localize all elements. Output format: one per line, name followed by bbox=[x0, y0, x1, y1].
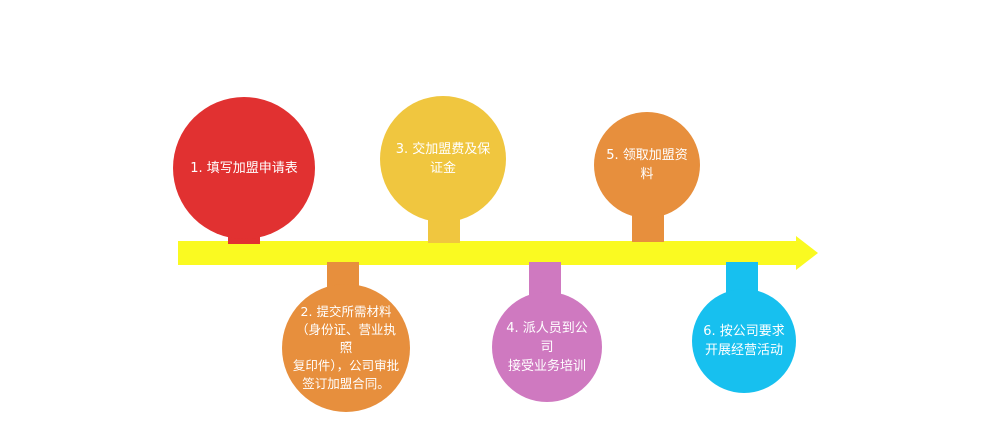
step-5-label: 5. 领取加盟资料 bbox=[606, 148, 688, 182]
step-5-connector bbox=[632, 214, 664, 242]
step-3-bubble: 3. 交加盟费及保证金 bbox=[380, 96, 506, 222]
step-1-bubble: 1. 填写加盟申请表 bbox=[173, 97, 315, 239]
timeline-arrow-head bbox=[796, 236, 818, 270]
step-4-label: 4. 派人员到公司 接受业务培训 bbox=[506, 320, 588, 374]
timeline-arrow-shaft bbox=[178, 241, 798, 265]
step-2-label: 2. 提交所需材料 （身份证、营业执照 复印件），公司审批 签订加盟合同。 bbox=[292, 304, 400, 391]
step-1-label: 1. 填写加盟申请表 bbox=[190, 160, 298, 176]
step-3-label: 3. 交加盟费及保证金 bbox=[395, 142, 491, 176]
step-6-label: 6. 按公司要求 开展经营活动 bbox=[703, 324, 785, 358]
step-4-bubble: 4. 派人员到公司 接受业务培训 bbox=[492, 292, 602, 402]
step-2-bubble: 2. 提交所需材料 （身份证、营业执照 复印件），公司审批 签订加盟合同。 bbox=[282, 284, 410, 412]
step-5-bubble: 5. 领取加盟资料 bbox=[594, 112, 700, 218]
step-6-bubble: 6. 按公司要求 开展经营活动 bbox=[692, 289, 796, 393]
